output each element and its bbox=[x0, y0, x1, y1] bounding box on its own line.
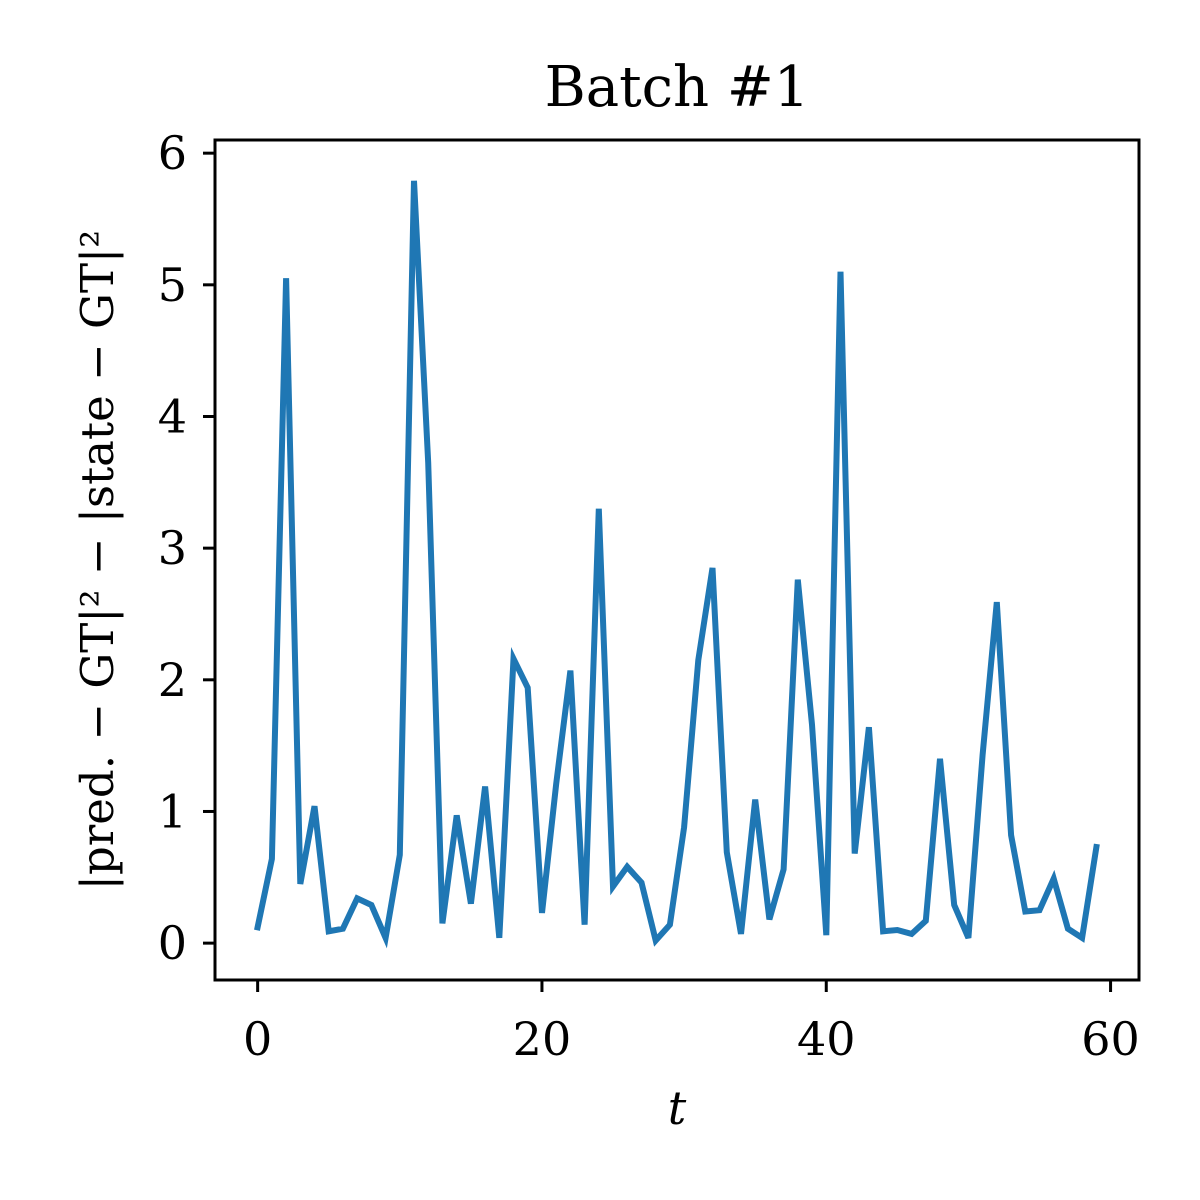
y-tick-label: 5 bbox=[158, 258, 187, 312]
axes-frame bbox=[213, 138, 1141, 982]
y-tick-label: 3 bbox=[158, 521, 187, 575]
y-tick-label: 6 bbox=[158, 126, 187, 180]
y-axis-label: |pred. − GT|² − |state − GT|² bbox=[71, 230, 124, 890]
x-tick-label: 40 bbox=[797, 1012, 856, 1066]
series-line bbox=[254, 180, 1100, 949]
x-tick-label: 60 bbox=[1081, 1012, 1140, 1066]
x-tick-label: 20 bbox=[513, 1012, 572, 1066]
y-tick-label: 2 bbox=[158, 653, 187, 707]
y-tick-label: 0 bbox=[158, 916, 187, 970]
x-axis-label: t bbox=[668, 1081, 687, 1135]
chart-title: Batch #1 bbox=[545, 55, 810, 120]
plot-area: 0 20 40 60 0 1 2 3 4 5 6 bbox=[158, 126, 1140, 1066]
y-tick-label: 1 bbox=[158, 784, 187, 838]
x-tick-label: 0 bbox=[243, 1012, 272, 1066]
y-tick-label: 4 bbox=[158, 389, 187, 443]
